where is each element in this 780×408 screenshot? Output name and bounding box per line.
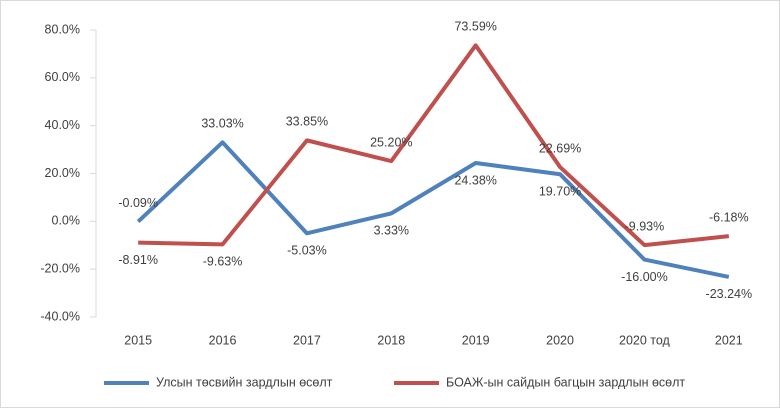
y-tick-label: -20.0% [40,261,80,275]
data-label: 3.33% [374,224,409,238]
data-label: -5.03% [287,244,327,258]
x-tick-label: 2019 [462,333,490,347]
y-tick-label: 80.0% [45,22,80,36]
data-label: -6.18% [709,210,749,224]
x-tick-label: 2015 [124,333,152,347]
data-label: -0.09% [118,196,158,210]
y-tick-label: -40.0% [40,309,80,323]
x-tick-label: 2020 [546,333,574,347]
data-label: -16.00% [621,270,668,284]
data-label: -23.24% [706,287,753,301]
data-label: -8.91% [118,253,158,267]
legend-label: Улсын төсвийн зардлын өсөлт [156,375,333,389]
x-tick-label: 2016 [209,333,237,347]
data-label: 33.03% [201,117,243,131]
data-label: -9.63% [203,255,243,269]
x-tick-label: 2020 тод [619,333,671,347]
y-tick-label: 20.0% [45,166,80,180]
x-tick-label: 2018 [377,333,405,347]
data-label: -9.93% [625,219,665,233]
data-label: 22.69% [539,141,581,155]
data-label: 73.59% [454,20,496,34]
y-tick-label: 40.0% [45,118,80,132]
x-tick-label: 2021 [715,333,743,347]
y-tick-label: 0.0% [52,214,81,228]
legend-label: БОАЖ-ын сайдын багцын зардлын өсөлт [446,375,685,389]
data-label: 24.38% [454,173,496,187]
x-tick-label: 2017 [293,333,321,347]
y-tick-label: 60.0% [45,70,80,84]
data-label: 25.20% [370,135,412,149]
data-label: 19.70% [539,185,581,199]
data-label: 33.85% [286,115,328,129]
series-line [138,43,730,248]
series-line [136,140,730,279]
